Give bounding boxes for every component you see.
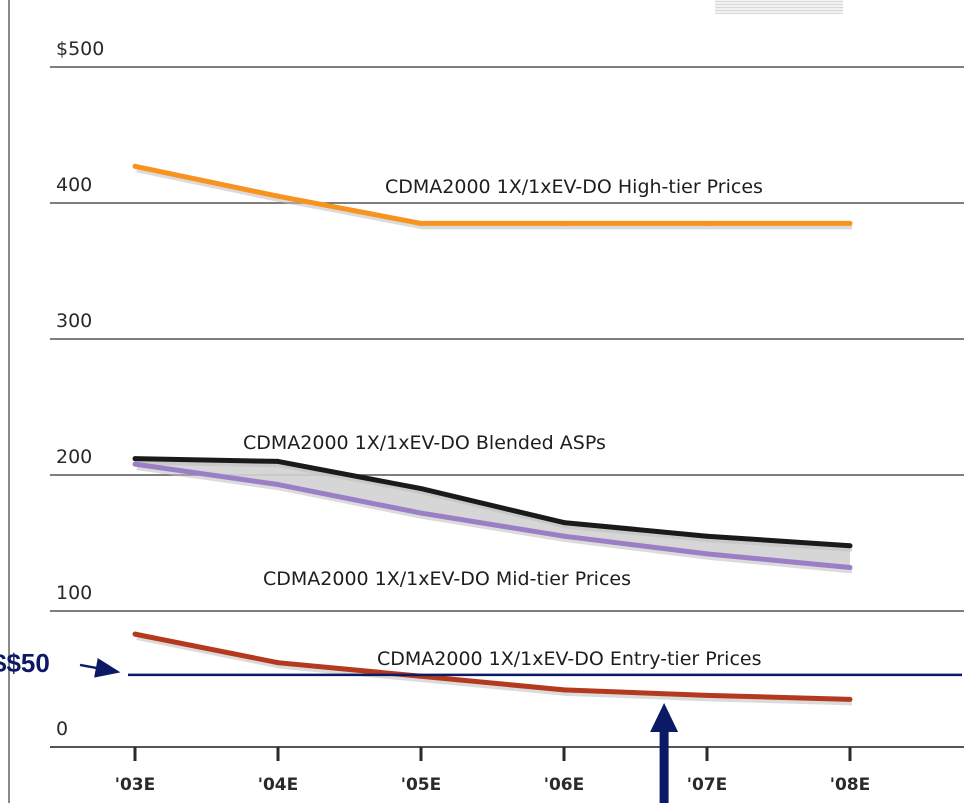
point-entry-tier bbox=[704, 692, 710, 698]
y-tick-label: 200 bbox=[56, 446, 92, 468]
y-tick-label: 400 bbox=[56, 174, 92, 196]
threshold-label: $$50 bbox=[0, 648, 50, 678]
series-shadow-mid-tier bbox=[136, 464, 853, 574]
point-mid-tier bbox=[704, 551, 710, 557]
point-mid-tier bbox=[847, 564, 853, 570]
blended-mid-band bbox=[135, 458, 850, 568]
point-mid-tier bbox=[275, 482, 281, 488]
x-tick-label: '05E bbox=[401, 775, 441, 795]
series-line-mid-tier bbox=[134, 461, 851, 570]
series-label-blended-asp: CDMA2000 1X/1xEV-DO Blended ASPs bbox=[243, 432, 606, 454]
series-line-high-tier bbox=[134, 163, 850, 226]
point-mid-tier bbox=[561, 533, 567, 539]
x-tick-label: '04E bbox=[258, 775, 298, 795]
point-blended-asp bbox=[275, 458, 281, 464]
point-blended-asp bbox=[561, 520, 567, 526]
y-tick-label: 0 bbox=[56, 718, 68, 740]
blended-band bbox=[135, 458, 850, 568]
point-entry-tier bbox=[847, 696, 853, 702]
point-high-tier bbox=[847, 220, 853, 226]
point-high-tier bbox=[132, 163, 138, 169]
series-label-mid-tier: CDMA2000 1X/1xEV-DO Mid-tier Prices bbox=[263, 568, 631, 590]
point-blended-asp bbox=[418, 486, 424, 492]
series-shadow-entry-tier bbox=[136, 634, 853, 706]
point-blended-asp bbox=[847, 543, 853, 549]
x-tick-label: '07E bbox=[687, 775, 727, 795]
watermark-patch bbox=[715, 0, 843, 14]
series-line-entry-tier bbox=[134, 631, 851, 702]
point-mid-tier bbox=[132, 461, 138, 467]
point-high-tier bbox=[704, 220, 710, 226]
x-axis: '03E '04E '05E '06E '07E '08E bbox=[115, 747, 870, 795]
x-tick-label: '08E bbox=[830, 775, 870, 795]
series-label-entry-tier: CDMA2000 1X/1xEV-DO Entry-tier Prices bbox=[377, 648, 761, 670]
point-entry-tier bbox=[132, 631, 138, 637]
y-tick-label: 100 bbox=[56, 582, 92, 604]
series-lines bbox=[132, 163, 853, 706]
point-entry-tier bbox=[275, 660, 281, 666]
point-blended-asp bbox=[704, 533, 710, 539]
point-high-tier bbox=[561, 220, 567, 226]
up-arrow-head bbox=[650, 703, 679, 732]
series-labels: CDMA2000 1X/1xEV-DO High-tier Prices CDMA… bbox=[243, 176, 763, 670]
series-shadow-high-tier bbox=[136, 166, 852, 230]
point-blended-asp bbox=[132, 456, 138, 462]
y-tick-label: 300 bbox=[56, 310, 92, 332]
y-tick-label: $500 bbox=[56, 38, 104, 60]
x-tick-label: '03E bbox=[115, 775, 155, 795]
x-tick-label: '06E bbox=[544, 775, 584, 795]
series-label-high-tier: CDMA2000 1X/1xEV-DO High-tier Prices bbox=[385, 176, 763, 198]
point-high-tier bbox=[418, 220, 424, 226]
point-high-tier bbox=[275, 193, 281, 199]
series-line-blended-asp bbox=[134, 456, 851, 549]
point-mid-tier bbox=[418, 510, 424, 516]
gridlines: $500 400 300 200 100 0 bbox=[50, 38, 964, 748]
threshold-arrow bbox=[79, 658, 121, 678]
point-entry-tier bbox=[561, 687, 567, 693]
annotations: $$50 bbox=[0, 648, 962, 803]
